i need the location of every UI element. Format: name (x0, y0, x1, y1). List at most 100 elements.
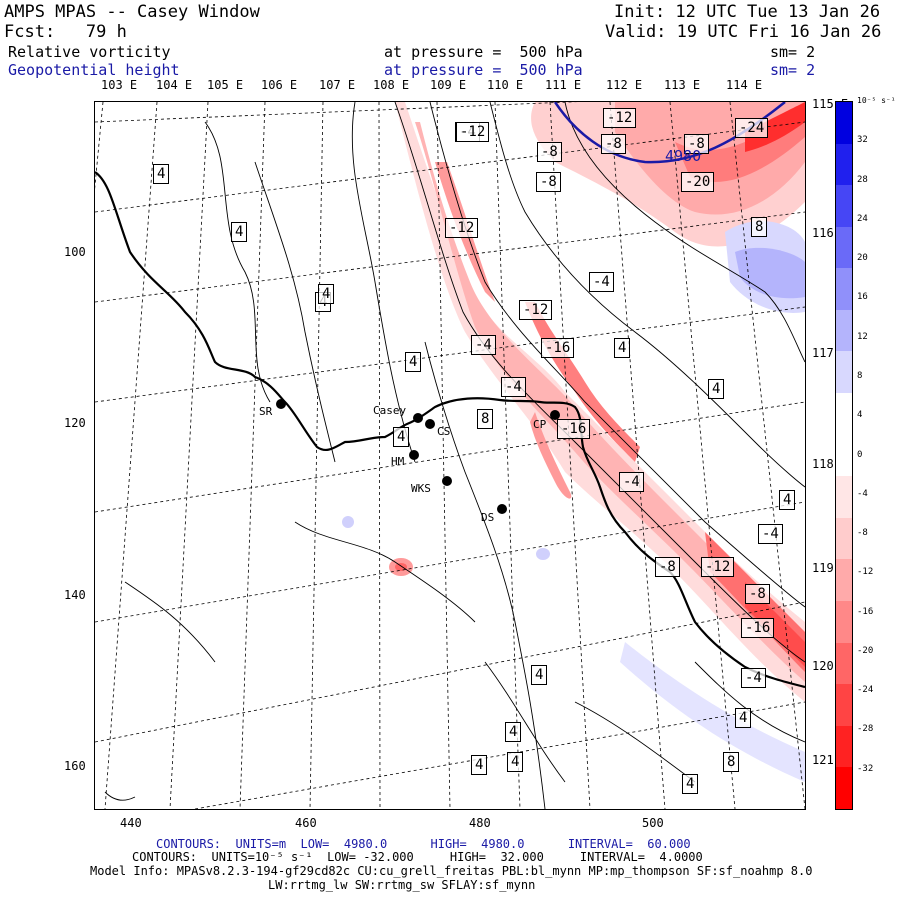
contour-label: 4 (531, 665, 548, 685)
contour-label: 8 (751, 217, 768, 237)
contour-label: -4 (501, 377, 526, 397)
colorbar-unit: 10⁻⁵ s⁻¹ (857, 96, 896, 105)
x-tick: 480 (469, 816, 491, 830)
colorbar-segment (836, 684, 852, 726)
contour-label: 4 (507, 752, 524, 772)
contour-label: 4 (735, 708, 752, 728)
contour-label: 4 (682, 774, 699, 794)
contour-label: 4 (779, 490, 796, 510)
contour-label: -4 (589, 272, 614, 292)
colorbar-tick-label: -16 (857, 606, 874, 617)
colorbar-segment (836, 725, 852, 768)
colorbar-tick-label: -8 (857, 528, 868, 539)
colorbar-tick-label: 28 (857, 174, 868, 185)
station-label-wks: WKS (411, 482, 431, 495)
colorbar-segment (836, 143, 852, 186)
contour-label: -8 (655, 557, 680, 577)
field2-name: Geopotential height (8, 61, 180, 79)
contour-label: -8 (745, 584, 770, 604)
contour-label: -4 (758, 524, 783, 544)
lon-label: 111 E (545, 78, 582, 92)
station-dot-sr[interactable] (276, 399, 286, 409)
field2-level: at pressure = 500 hPa (384, 61, 583, 79)
colorbar-segment (836, 559, 852, 601)
contour-label: -24 (735, 118, 769, 138)
y-tick: 100 (64, 245, 86, 259)
contour-label: -16 (741, 618, 775, 638)
contour-label: -12 (603, 108, 637, 128)
positive-vorticity-shading (342, 221, 805, 782)
station-dot-cs[interactable] (425, 419, 435, 429)
contour-label: 4 (505, 722, 522, 742)
lon-label: 105 E (207, 78, 244, 92)
colorbar-segment (836, 476, 852, 518)
colorbar-segment (836, 309, 852, 352)
station-label-cp: CP (533, 418, 547, 431)
colorbar-tick-label: -28 (857, 724, 874, 735)
colorbar-tick-label: 4 (857, 410, 863, 421)
height-contour-interval: INTERVAL= 60.000 (567, 837, 691, 851)
contour-label: -4 (619, 472, 644, 492)
colorbar-tick-label: 24 (857, 213, 868, 224)
station-label-casey: Casey (373, 404, 407, 417)
contour-label: 4 (153, 164, 170, 184)
station-dot-casey[interactable] (413, 413, 423, 423)
height-contour-units: CONTOURS: UNITS=m LOW= 4980.0 (156, 837, 388, 851)
contour-label: 4 (318, 284, 335, 304)
lon-label: 107 E (319, 78, 356, 92)
contour-label: -12 (445, 218, 479, 238)
colorbar-segment (836, 226, 852, 269)
x-tick: 500 (642, 816, 664, 830)
lon-label: 114 E (726, 78, 763, 92)
contour-label: -12 (519, 300, 553, 320)
lon-label: 109 E (430, 78, 467, 92)
colorbar-segment (836, 600, 852, 643)
x-tick: 460 (295, 816, 317, 830)
map-title: AMPS MPAS -- Casey Window (4, 2, 260, 22)
contour-label: -16 (541, 338, 575, 358)
model-info: Model Info: MPASv8.2.3-194-gf29cd82c CU:… (90, 864, 813, 878)
colorbar-segment (836, 351, 852, 394)
lon-label: 112 E (606, 78, 643, 92)
lon-label: 103 E (101, 78, 138, 92)
contour-label: 4 (614, 338, 631, 358)
lon-label: 108 E (373, 78, 410, 92)
colorbar-tick-label: -32 (857, 763, 874, 774)
colorbar-segment (836, 185, 852, 227)
contour-label: -20 (681, 172, 715, 192)
lon-label: 113 E (664, 78, 701, 92)
lon-label: 110 E (487, 78, 524, 92)
contour-label: -4 (741, 668, 766, 688)
colorbar-tick-label: 16 (857, 292, 868, 303)
station-label-ds: DS (481, 511, 495, 524)
y-tick: 160 (64, 759, 86, 773)
colorbar-tick-label: -12 (857, 567, 874, 578)
y-tick: 120 (64, 416, 86, 430)
colorbar-tick-label: 32 (857, 135, 868, 146)
lon-label: 104 E (156, 78, 193, 92)
vorticity-contours (104, 102, 805, 809)
contour-label: 4 (471, 755, 488, 775)
station-dot-ds[interactable] (497, 504, 507, 514)
contour-label: -8 (684, 134, 709, 154)
contour-label: 8 (723, 752, 740, 772)
colorbar-segment (836, 434, 852, 477)
model-info-2: LW:rrtmg_lw SW:rrtmg_sw SFLAY:sf_mynn (268, 878, 536, 892)
colorbar-segment (836, 102, 852, 144)
station-dot-hm[interactable] (409, 450, 419, 460)
contour-label: -12 (701, 557, 735, 577)
colorbar-segment (836, 767, 852, 809)
y-tick: 140 (64, 588, 86, 602)
station-dot-cp[interactable] (550, 410, 560, 420)
x-tick: 440 (120, 816, 142, 830)
colorbar-segment (836, 268, 852, 310)
map-panel: SR Casey CS HM WKS DS CP -12-4-8-12-8-84… (94, 101, 806, 810)
colorbar-tick-label: 20 (857, 253, 868, 264)
field2-sm: sm= 2 (770, 61, 816, 79)
colorbar-tick-label: -4 (857, 488, 868, 499)
colorbar-tick-label: -20 (857, 645, 874, 656)
contour-label: -16 (557, 419, 591, 439)
station-dot-wks[interactable] (442, 476, 452, 486)
contour-label: 4 (708, 379, 725, 399)
vorticity-contour-info: CONTOURS: UNITS=10⁻⁵ s⁻¹ LOW= -32.000 HI… (132, 850, 703, 864)
